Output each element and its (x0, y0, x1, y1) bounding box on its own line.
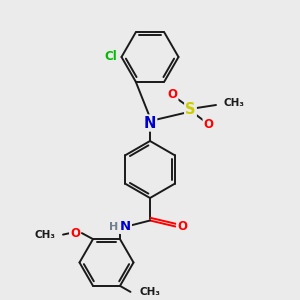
Text: Cl: Cl (105, 50, 117, 64)
Text: O: O (203, 118, 214, 131)
Text: N: N (144, 116, 156, 130)
Text: S: S (185, 102, 196, 117)
Text: CH₃: CH₃ (224, 98, 244, 109)
Text: O: O (167, 88, 178, 101)
Text: O: O (70, 226, 80, 240)
Text: O: O (177, 220, 187, 233)
Text: CH₃: CH₃ (140, 287, 160, 297)
Text: N: N (120, 220, 131, 233)
Text: CH₃: CH₃ (34, 230, 56, 240)
Text: H: H (109, 221, 119, 232)
